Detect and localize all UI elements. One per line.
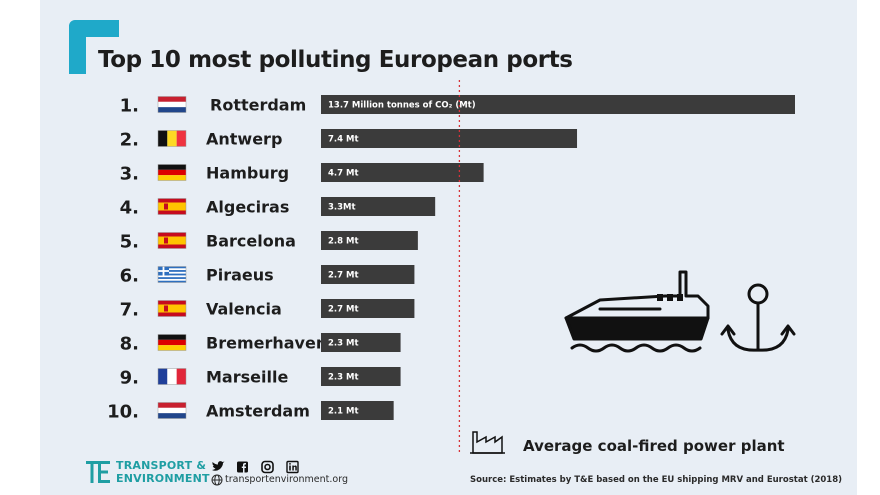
brand-name-line1: TRANSPORT & (116, 459, 207, 472)
flag-es-icon (157, 232, 187, 249)
anchor-icon (720, 283, 796, 352)
flag-de-icon (157, 334, 187, 351)
category-label: Algeciras (206, 198, 289, 217)
flag-gr-icon (157, 266, 187, 283)
bar (321, 265, 415, 284)
chart-row-antwerp: 2. Antwerp 7.4 Mt (120, 129, 578, 151)
rank-label: 3. (120, 164, 139, 185)
rank-label: 9. (120, 368, 139, 389)
flag-be-icon (157, 130, 187, 147)
category-label: Hamburg (206, 164, 289, 183)
chart-row-marseille: 9. Marseille 2.3 Mt (120, 367, 401, 389)
category-label: Valencia (206, 300, 282, 319)
flag-nl-icon (157, 402, 187, 419)
bar-value-label: 7.4 Mt (328, 135, 359, 145)
bar-value-label: 2.3 Mt (328, 373, 359, 383)
category-label: Rotterdam (210, 96, 306, 115)
flag-de-icon (157, 164, 187, 181)
bar (321, 197, 436, 216)
category-label: Piraeus (206, 266, 274, 285)
ship-icon (564, 270, 710, 353)
bar-value-label: 13.7 Million tonnes of CO₂ (Mt) (328, 101, 476, 111)
bar (321, 299, 415, 318)
bar (321, 231, 418, 250)
rank-label: 6. (120, 266, 139, 287)
page-title: Top 10 most polluting European ports (98, 47, 573, 73)
chart-row-bremerhaven: 8. Bremerhaven 2.3 Mt (120, 333, 401, 355)
flag-es-icon (157, 300, 187, 317)
bar (321, 401, 394, 420)
bar (321, 129, 578, 148)
source-note: Source: Estimates by T&E based on the EU… (470, 475, 843, 485)
bar (321, 333, 401, 352)
title-corner-mark (69, 20, 119, 74)
bar-value-label: 2.8 Mt (328, 237, 359, 247)
twitter-icon[interactable] (212, 461, 225, 471)
rank-label: 5. (120, 232, 139, 253)
bar (321, 163, 484, 182)
rank-label: 2. (120, 130, 139, 151)
website-link[interactable]: transportenvironment.org (225, 474, 348, 485)
bar-value-label: 3.3Mt (328, 203, 356, 213)
flag-fr-icon (157, 368, 187, 385)
chart-row-rotterdam: 1. Rotterdam 13.7 Million tonnes of CO₂ (M… (120, 95, 795, 117)
power-plant-icon (470, 431, 505, 454)
linkedin-icon[interactable] (286, 460, 299, 474)
bar-value-label: 2.7 Mt (328, 305, 359, 315)
bar-value-label: 2.3 Mt (328, 339, 359, 349)
chart-row-piraeus: 6. Piraeus 2.7 Mt (120, 265, 415, 287)
social-icons (212, 460, 299, 474)
bar (321, 367, 401, 386)
bar (321, 95, 795, 114)
category-label: Antwerp (206, 130, 282, 149)
rank-label: 4. (120, 198, 139, 219)
facebook-icon[interactable] (237, 461, 248, 473)
category-label: Bremerhaven (206, 334, 327, 353)
brand-name-line2: ENVIRONMENT (116, 472, 210, 485)
flag-nl-icon (157, 96, 187, 113)
chart-row-algeciras: 4. Algeciras 3.3Mt (120, 197, 436, 219)
bar-value-label: 2.1 Mt (328, 407, 359, 417)
rank-label: 8. (120, 334, 139, 355)
flag-es-icon (157, 198, 187, 215)
te-logo-icon (86, 461, 110, 483)
rank-label: 7. (120, 300, 139, 321)
bar-value-label: 4.7 Mt (328, 169, 359, 179)
rank-label: 10. (107, 402, 139, 423)
chart-row-barcelona: 5. Barcelona 2.8 Mt (120, 231, 418, 253)
chart-row-hamburg: 3. Hamburg 4.7 Mt (120, 163, 484, 185)
category-label: Marseille (206, 368, 288, 387)
category-label: Amsterdam (206, 402, 310, 421)
chart-row-valencia: 7. Valencia 2.7 Mt (120, 299, 415, 321)
reference-legend-text: Average coal-fired power plant (523, 437, 785, 455)
chart-row-amsterdam: 10. Amsterdam 2.1 Mt (107, 401, 394, 423)
bar-value-label: 2.7 Mt (328, 271, 359, 281)
instagram-icon[interactable] (261, 460, 274, 474)
category-label: Barcelona (206, 232, 296, 251)
rank-label: 1. (120, 96, 139, 117)
globe-icon (211, 474, 223, 486)
